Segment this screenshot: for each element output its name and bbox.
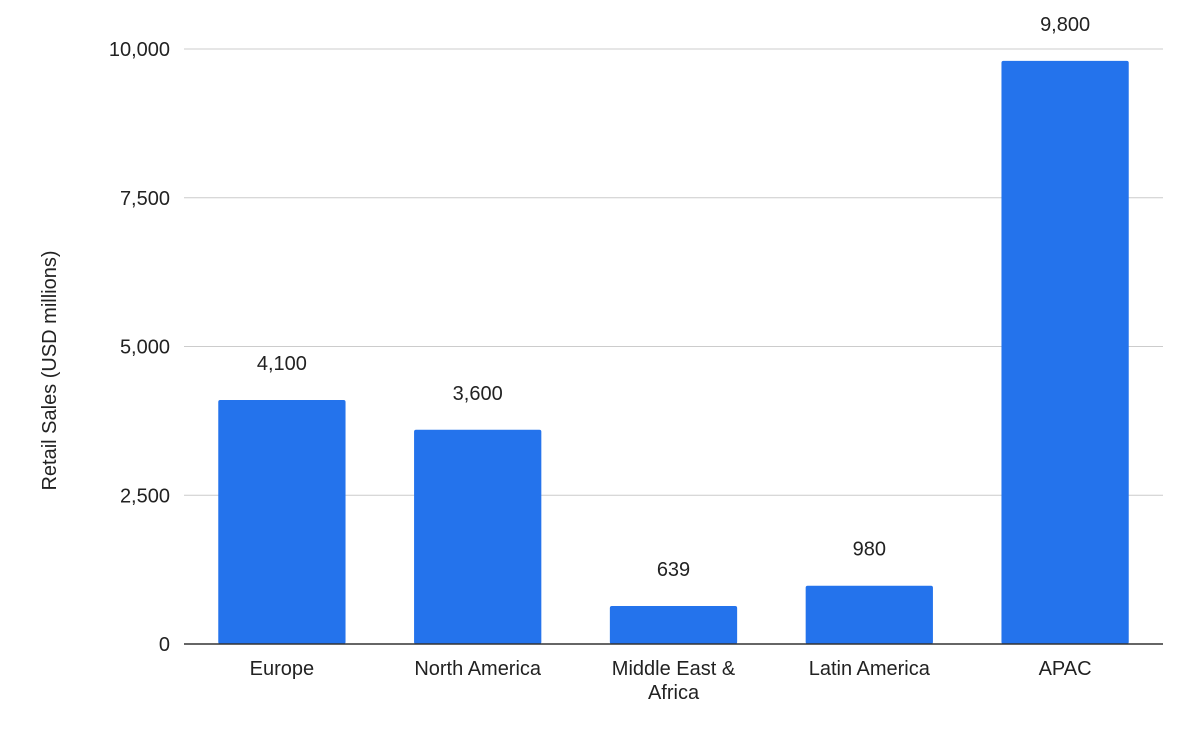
gridlines	[184, 48, 1163, 496]
x-axis-categories: Europe North America Middle East & Africa La…	[250, 658, 1092, 704]
bar	[1001, 60, 1129, 644]
x-category-label: APAC	[1039, 658, 1092, 680]
data-label: 639	[657, 559, 690, 581]
data-label: 9,800	[1040, 14, 1090, 36]
data-label: 980	[853, 539, 886, 561]
x-category-label: Latin America	[809, 658, 931, 680]
y-tick-label: 0	[159, 634, 170, 656]
data-label: 3,600	[453, 383, 503, 405]
y-tick-label: 2,500	[120, 485, 170, 507]
y-axis-ticks: 0 2,500 5,000 7,500 10,000	[109, 39, 170, 656]
bar	[218, 400, 346, 644]
data-label: 4,100	[257, 353, 307, 375]
x-category-label: North America	[414, 658, 542, 680]
bars	[218, 60, 1129, 644]
y-tick-label: 5,000	[120, 337, 170, 359]
bar	[805, 585, 933, 644]
x-category-label: Europe	[250, 658, 315, 680]
y-tick-label: 7,500	[120, 188, 170, 210]
y-axis-title: Retail Sales (USD millions)	[39, 250, 61, 490]
x-category-label: Middle East & Africa	[612, 658, 736, 704]
bar	[414, 429, 542, 644]
data-labels: 4,100 3,600 639 980 9,800	[257, 14, 1090, 581]
bar	[609, 605, 738, 644]
y-tick-label: 10,000	[109, 39, 170, 61]
